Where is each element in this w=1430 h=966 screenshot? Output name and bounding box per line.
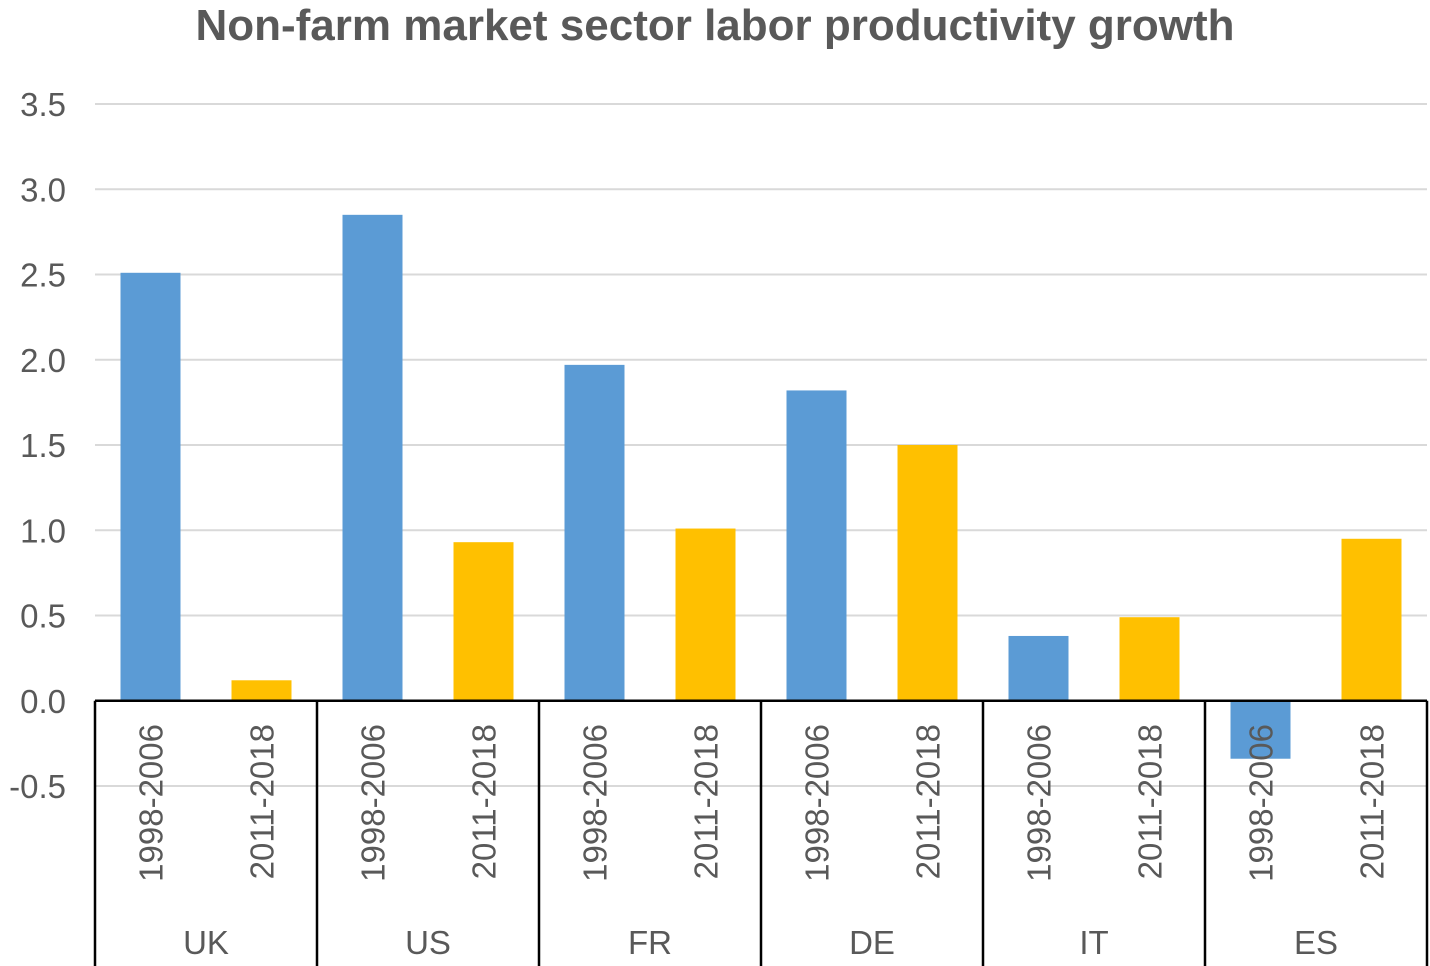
period-label: 1998-2006 bbox=[133, 724, 170, 882]
y-tick-label: 1.0 bbox=[20, 512, 66, 549]
group-label-es: ES bbox=[1294, 924, 1338, 961]
bar-it-2011-2018 bbox=[1119, 617, 1180, 701]
chart-title: Non-farm market sector labor productivit… bbox=[195, 1, 1235, 50]
bar-fr-2011-2018 bbox=[675, 528, 736, 701]
period-label: 1998-2006 bbox=[355, 724, 392, 882]
y-tick-label: 2.5 bbox=[20, 257, 66, 294]
y-tick-label: 3.0 bbox=[20, 171, 66, 208]
period-label: 2011-2018 bbox=[1354, 724, 1391, 879]
bar-es-2011-2018 bbox=[1341, 538, 1402, 701]
bar-uk-1998-2006 bbox=[120, 272, 181, 701]
period-label: 2011-2018 bbox=[910, 724, 947, 879]
group-label-de: DE bbox=[849, 924, 895, 961]
bar-de-2011-2018 bbox=[897, 445, 958, 701]
y-tick-label: 1.5 bbox=[20, 427, 66, 464]
group-label-us: US bbox=[405, 924, 451, 961]
group-label-it: IT bbox=[1079, 924, 1108, 961]
period-label: 2011-2018 bbox=[1132, 724, 1169, 879]
bar-fr-1998-2006 bbox=[564, 364, 625, 701]
y-tick-label: 0.0 bbox=[20, 683, 66, 720]
y-tick-label: -0.5 bbox=[9, 768, 66, 805]
period-label: 1998-2006 bbox=[1243, 724, 1280, 882]
bar-uk-2011-2018 bbox=[231, 680, 292, 701]
period-label: 1998-2006 bbox=[1021, 724, 1058, 882]
period-label: 2011-2018 bbox=[244, 724, 281, 879]
bar-us-2011-2018 bbox=[453, 542, 514, 701]
period-label: 2011-2018 bbox=[688, 724, 725, 879]
period-label: 1998-2006 bbox=[577, 724, 614, 882]
group-label-fr: FR bbox=[628, 924, 672, 961]
period-label: 2011-2018 bbox=[466, 724, 503, 879]
period-label: 1998-2006 bbox=[799, 724, 836, 882]
bar-us-1998-2006 bbox=[342, 214, 403, 701]
y-tick-label: 0.5 bbox=[20, 598, 66, 635]
bar-it-1998-2006 bbox=[1008, 635, 1069, 701]
bar-es-1998-2006 bbox=[1230, 700, 1291, 759]
y-tick-label: 3.5 bbox=[20, 86, 66, 123]
y-tick-label: 2.0 bbox=[20, 342, 66, 379]
group-label-uk: UK bbox=[183, 924, 229, 961]
bar-de-1998-2006 bbox=[786, 390, 847, 701]
